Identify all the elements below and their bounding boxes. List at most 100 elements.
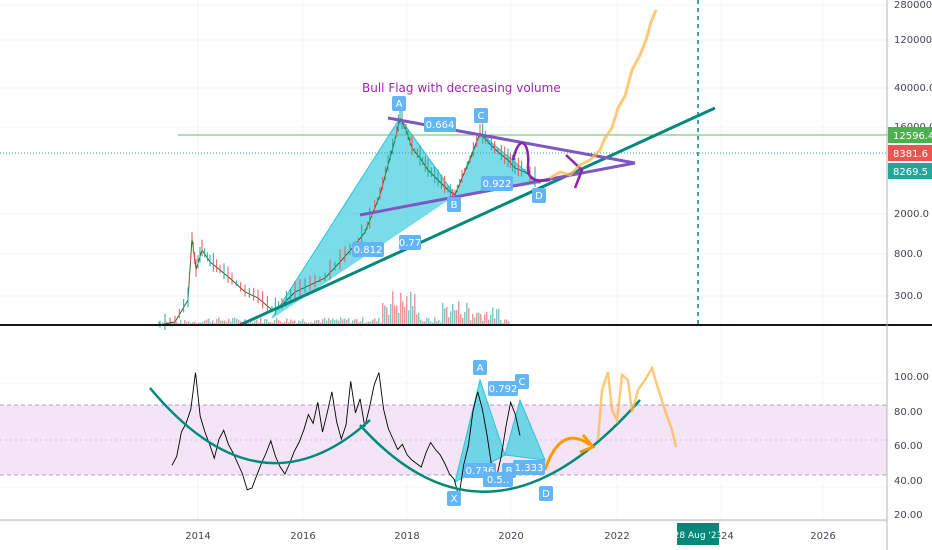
volume-bar xyxy=(398,313,400,325)
volume-bar xyxy=(220,320,222,325)
volume-bar xyxy=(368,321,370,325)
volume-bar xyxy=(328,317,330,325)
volume-bar xyxy=(186,322,188,325)
volume-bar xyxy=(500,319,502,325)
volume-bars xyxy=(158,291,510,325)
volume-bar xyxy=(336,319,338,325)
volume-bar xyxy=(212,320,214,325)
flag-curve xyxy=(511,141,551,182)
volume-bar xyxy=(200,322,202,325)
volume-bar xyxy=(274,319,276,325)
volume-bar xyxy=(286,318,288,325)
rsi-point-a-text: A xyxy=(477,363,484,374)
volume-bar xyxy=(250,319,252,325)
volume-bar xyxy=(422,321,424,325)
price-point-c: C xyxy=(474,108,488,123)
rsi-orange-arrow xyxy=(579,434,596,454)
x-axis-marker-label: 28 Aug '23 xyxy=(674,531,723,541)
volume-bar xyxy=(254,320,256,325)
volume-bar xyxy=(330,320,332,325)
rsi-tick-label: 20.00 xyxy=(894,510,923,521)
rsi-point-c: C xyxy=(515,374,529,389)
price-ratio-label: 0.77 xyxy=(399,235,421,250)
volume-bar xyxy=(360,321,362,325)
x-tick-label: 2018 xyxy=(394,531,419,542)
volume-bar xyxy=(464,312,466,325)
volume-bar xyxy=(426,317,428,325)
volume-bar xyxy=(414,294,416,325)
volume-bar xyxy=(198,322,200,325)
volume-bar xyxy=(344,318,346,325)
volume-bar xyxy=(436,321,438,325)
price-ratio-label-text: 0.812 xyxy=(354,245,383,256)
volume-bar xyxy=(338,320,340,325)
volume-bar xyxy=(294,320,296,325)
volume-bar xyxy=(488,319,490,325)
volume-bar xyxy=(372,319,374,325)
volume-bar xyxy=(416,314,418,325)
volume-bar xyxy=(218,317,220,325)
volume-bar xyxy=(476,312,478,325)
volume-bar xyxy=(354,319,356,325)
volume-bar xyxy=(346,320,348,325)
volume-bar xyxy=(392,291,394,325)
x-tick-label: 2020 xyxy=(498,531,523,542)
volume-bar xyxy=(430,321,432,325)
x-tick-label: 2024 xyxy=(708,531,733,542)
harmonic-xab-triangle xyxy=(271,117,456,319)
rsi-point-c-text: C xyxy=(519,377,526,388)
volume-bar xyxy=(386,307,388,325)
volume-bar xyxy=(206,319,208,325)
volume-bar xyxy=(382,303,384,325)
volume-bar xyxy=(492,307,494,325)
volume-bar xyxy=(462,317,464,325)
volume-bar xyxy=(268,321,270,325)
volume-bar xyxy=(298,320,300,325)
volume-bar xyxy=(310,322,312,325)
volume-bar xyxy=(418,312,420,325)
volume-bar xyxy=(300,321,302,325)
rsi-ratio-label-text: 1.333 xyxy=(515,463,544,474)
volume-bar xyxy=(364,322,366,325)
x-tick-label: 2014 xyxy=(185,531,210,542)
volume-bar xyxy=(412,305,414,325)
volume-bar xyxy=(290,319,292,325)
volume-bar xyxy=(340,317,342,325)
volume-bar xyxy=(384,305,386,325)
volume-bar xyxy=(162,322,164,325)
volume-bar xyxy=(266,319,268,325)
volume-bar xyxy=(322,319,324,325)
volume-bar xyxy=(230,321,232,325)
volume-bar xyxy=(450,311,452,325)
volume-bar xyxy=(380,322,382,325)
volume-bar xyxy=(236,318,238,325)
flag-breakout xyxy=(565,154,584,189)
volume-bar xyxy=(180,320,182,325)
price-tick-label: 280000.0 xyxy=(894,0,932,11)
volume-bar xyxy=(504,319,506,325)
price-ratio-label: 0.664 xyxy=(424,117,456,132)
price-axis-tags: 12596.4 8381.6 8269.5 xyxy=(888,127,932,179)
volume-bar xyxy=(202,321,204,325)
volume-bar xyxy=(356,319,358,325)
volume-bar xyxy=(314,320,316,325)
volume-bar xyxy=(276,318,278,325)
volume-bar xyxy=(348,317,350,325)
volume-bar xyxy=(496,309,498,325)
volume-bar xyxy=(446,306,448,325)
volume-bar xyxy=(302,318,304,325)
volume-bar xyxy=(326,320,328,325)
x-tick-label: 2022 xyxy=(604,531,629,542)
rsi-cup-curve xyxy=(149,387,641,493)
price-tag: 8269.5 xyxy=(888,163,932,179)
volume-bar xyxy=(184,319,186,325)
volume-bar xyxy=(176,321,178,325)
volume-bar xyxy=(400,292,402,325)
rsi-tick-label: 100.00 xyxy=(894,372,929,383)
volume-bar xyxy=(214,322,216,325)
price-point-b-text: B xyxy=(451,200,458,211)
price-ratio-label: 0.922 xyxy=(481,176,513,191)
x-axis-ticks: 2014 2016 2018 2020 2022 2024 2026 xyxy=(185,531,835,542)
rsi-harmonic-bcd xyxy=(504,398,546,461)
